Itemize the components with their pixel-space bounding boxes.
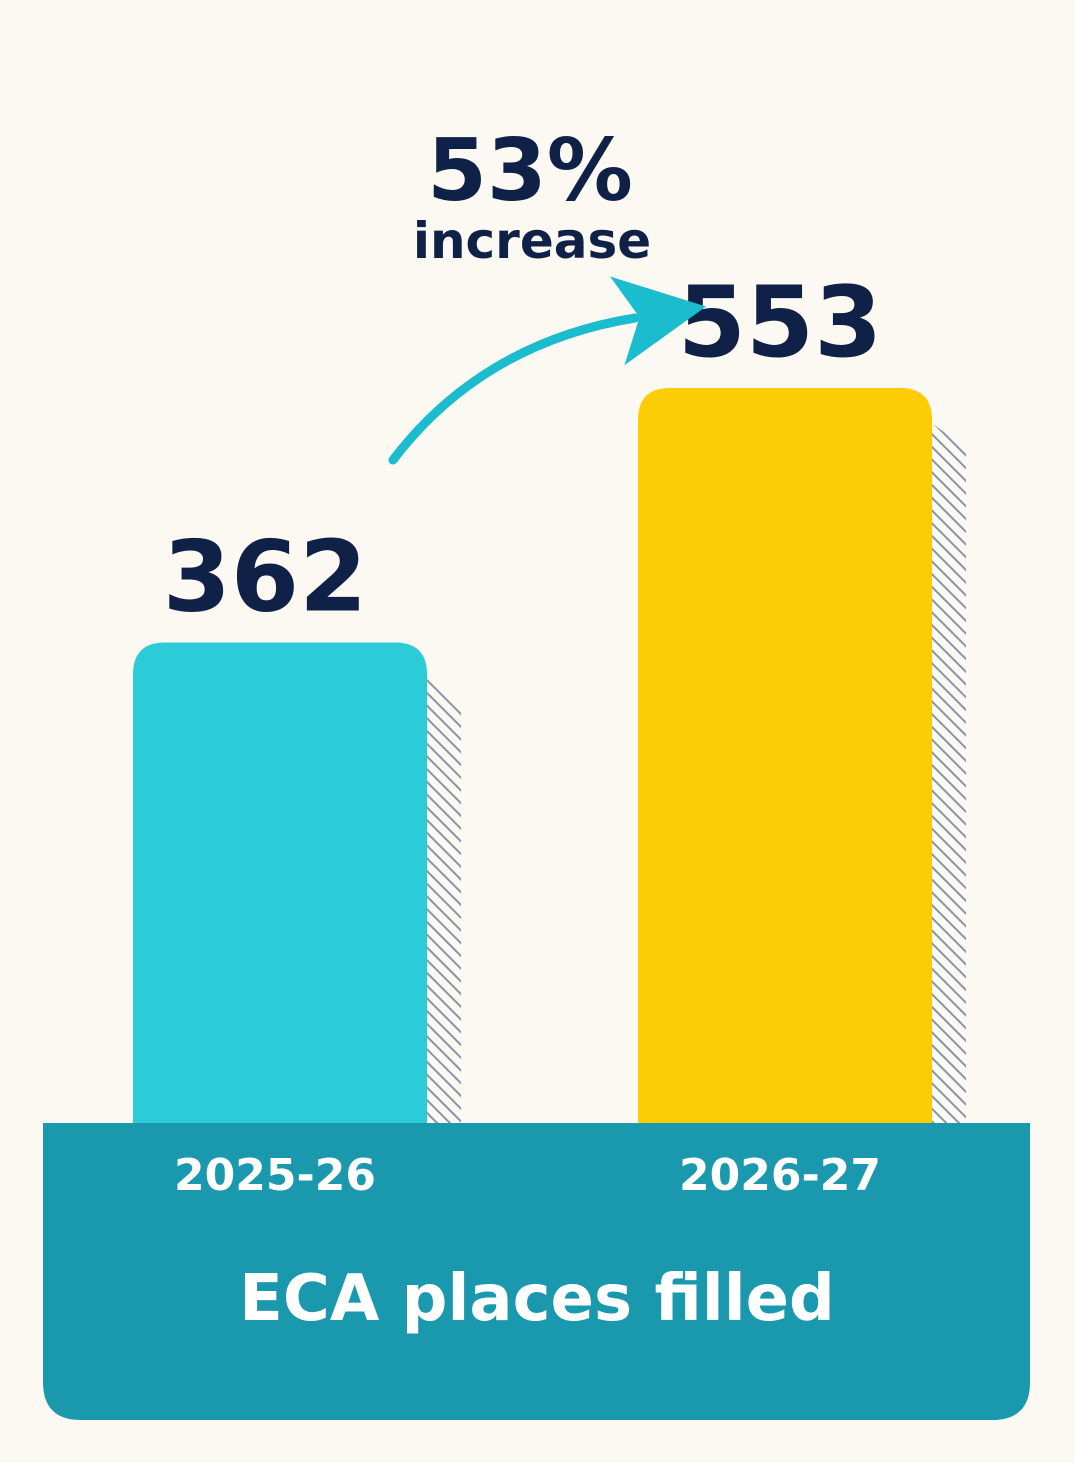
increase-annotation: 53% increase [388, 121, 707, 465]
bar-2026-27 [638, 388, 932, 1125]
x-axis-band [43, 1123, 1030, 1420]
increase-label: increase [413, 212, 651, 270]
x-tick-label-2025-26: 2025-26 [174, 1150, 376, 1201]
value-label-2025-26: 362 [163, 521, 368, 635]
bars [133, 388, 932, 1125]
x-tick-label-2026-27: 2026-27 [679, 1150, 881, 1201]
bar-shadow-2025-26 [417, 670, 461, 1125]
increase-percent: 53% [427, 121, 633, 221]
bar-shadow-2026-27 [922, 416, 966, 1125]
value-label-2026-27: 553 [678, 266, 883, 380]
value-labels: 362 553 [163, 266, 883, 635]
bar-shadows [417, 416, 966, 1125]
x-axis-label: ECA places filled [239, 1262, 835, 1336]
base-band [43, 1123, 1030, 1420]
bar-2025-26 [133, 642, 427, 1125]
increase-arrow-icon [388, 276, 707, 465]
x-tick-labels: 2025-26 2026-27 [174, 1150, 881, 1201]
